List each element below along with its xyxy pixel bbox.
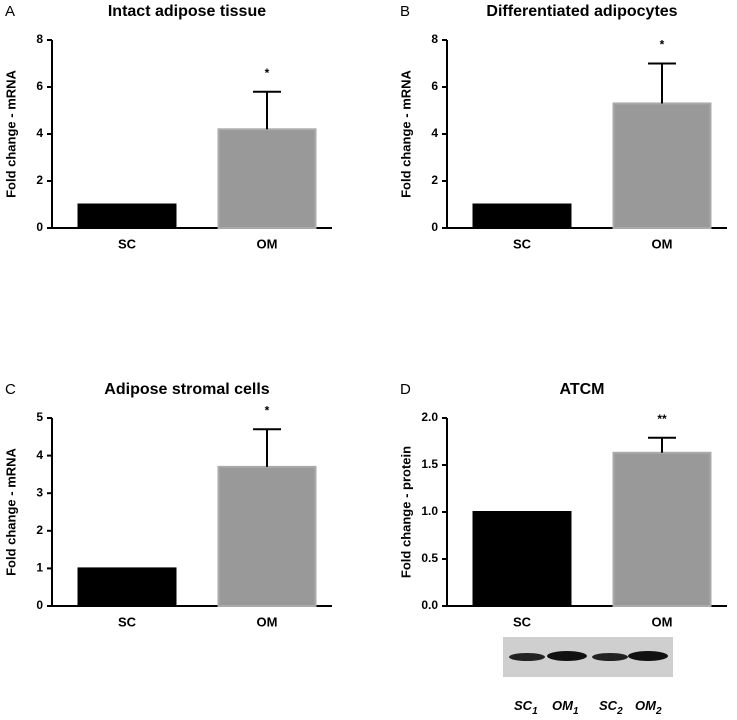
bar bbox=[77, 567, 177, 608]
y-tick-label: 0.0 bbox=[421, 598, 438, 612]
significance-label: * bbox=[660, 38, 665, 52]
chart-title: Intact adipose tissue bbox=[108, 3, 266, 20]
blot-label: SC1 bbox=[514, 698, 538, 716]
panel-label: D bbox=[400, 381, 411, 398]
x-tick-label: OM bbox=[652, 236, 673, 251]
blot-label: OM2 bbox=[635, 698, 662, 716]
blot-band bbox=[592, 653, 628, 661]
panel-label: B bbox=[400, 3, 410, 20]
y-tick-label: 2 bbox=[431, 173, 438, 187]
significance-label: ** bbox=[657, 412, 667, 426]
y-tick-label: 1.0 bbox=[421, 504, 438, 518]
panel-label: A bbox=[5, 3, 15, 20]
error-bar bbox=[648, 436, 676, 453]
error-bar bbox=[648, 62, 676, 104]
error-bar bbox=[253, 428, 281, 467]
y-axis-label: Fold change - mRNA bbox=[398, 69, 413, 197]
significance-label: * bbox=[265, 66, 270, 80]
bar bbox=[612, 451, 712, 607]
y-tick-label: 3 bbox=[36, 485, 43, 499]
blot-label-sub: 2 bbox=[616, 706, 623, 717]
x-tick-label: OM bbox=[652, 614, 673, 629]
y-tick-label: 1 bbox=[36, 561, 43, 575]
y-tick-label: 2.0 bbox=[421, 410, 438, 424]
bar bbox=[77, 203, 177, 229]
y-tick-label: 0 bbox=[36, 598, 43, 612]
y-tick-label: 6 bbox=[36, 79, 43, 93]
blot-label-text: SC bbox=[514, 698, 533, 713]
x-tick-label: OM bbox=[257, 236, 278, 251]
y-axis-label: Fold change - protein bbox=[398, 446, 413, 578]
y-tick-label: 5 bbox=[36, 410, 43, 424]
y-axis-label: Fold change - mRNA bbox=[3, 447, 18, 575]
blot-band bbox=[509, 653, 545, 661]
blot-label-sub: 1 bbox=[573, 706, 579, 717]
panel-label: C bbox=[5, 381, 16, 398]
blot-label-text: OM bbox=[552, 698, 574, 713]
western-blot bbox=[503, 637, 673, 677]
blot-label-text: OM bbox=[635, 698, 657, 713]
blot-label-sub: 1 bbox=[532, 706, 538, 717]
blot-label: SC2 bbox=[599, 698, 623, 716]
bar bbox=[472, 511, 572, 607]
blot-label-sub: 2 bbox=[655, 706, 662, 717]
error-bar bbox=[253, 90, 281, 130]
bar bbox=[217, 128, 317, 229]
x-tick-label: SC bbox=[118, 614, 137, 629]
y-tick-label: 2 bbox=[36, 523, 43, 537]
y-tick-label: 4 bbox=[431, 126, 438, 140]
x-tick-label: OM bbox=[257, 614, 278, 629]
chart-title: Adipose stromal cells bbox=[104, 381, 269, 398]
blot-label: OM1 bbox=[552, 698, 579, 716]
chart-title: Differentiated adipocytes bbox=[486, 3, 677, 20]
y-tick-label: 0 bbox=[36, 220, 43, 234]
y-tick-label: 4 bbox=[36, 126, 43, 140]
y-axis-label: Fold change - mRNA bbox=[3, 69, 18, 197]
x-tick-label: SC bbox=[513, 236, 532, 251]
y-tick-label: 0.5 bbox=[421, 551, 438, 565]
blot-band bbox=[628, 651, 668, 661]
y-tick-label: 8 bbox=[431, 32, 438, 46]
blot-label-text: SC bbox=[599, 698, 618, 713]
y-tick-label: 2 bbox=[36, 173, 43, 187]
y-tick-label: 0 bbox=[431, 220, 438, 234]
y-tick-label: 1.5 bbox=[421, 457, 438, 471]
blot-band bbox=[547, 651, 587, 661]
x-tick-label: SC bbox=[118, 236, 137, 251]
x-tick-label: SC bbox=[513, 614, 532, 629]
bar bbox=[472, 203, 572, 229]
y-tick-label: 6 bbox=[431, 79, 438, 93]
significance-label: * bbox=[265, 403, 270, 417]
y-tick-label: 8 bbox=[36, 32, 43, 46]
bar bbox=[217, 465, 317, 607]
chart-title: ATCM bbox=[559, 381, 604, 398]
y-tick-label: 4 bbox=[36, 448, 43, 462]
bar bbox=[612, 102, 712, 229]
